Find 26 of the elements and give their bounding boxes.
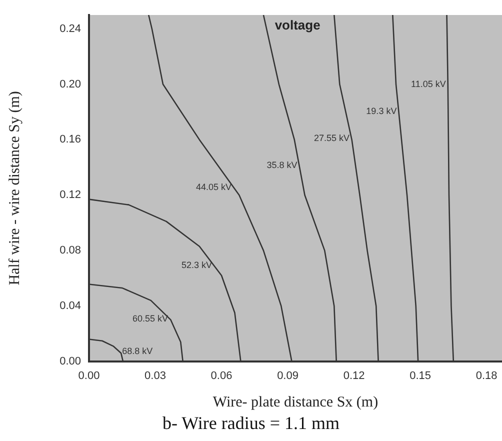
series-label: 35.8 kV bbox=[266, 160, 298, 170]
y-tick-label: 0.00 bbox=[60, 355, 81, 368]
y-axis-title: Half wire - wire distance Sy (m) bbox=[6, 91, 23, 286]
series-label: 52.3 kV bbox=[182, 260, 212, 270]
series-label: 44.05 kV bbox=[196, 182, 232, 192]
series-label: 11.05 kV bbox=[411, 78, 446, 89]
x-tick-label: 0.00 bbox=[78, 370, 100, 382]
y-tick-label: 0.04 bbox=[60, 300, 81, 312]
x-tick-label: 0.09 bbox=[277, 370, 298, 382]
series-label: 19.3 kV bbox=[366, 106, 397, 116]
x-tick-label: 0.18 bbox=[476, 370, 498, 382]
series-label: 27.55 kV bbox=[314, 132, 350, 143]
series-label: 60.55 kV bbox=[132, 314, 168, 324]
x-tick-label: 0.03 bbox=[144, 370, 166, 382]
y-tick-label: 0.12 bbox=[60, 189, 81, 202]
y-tick-label: 0.08 bbox=[60, 244, 81, 257]
annotation: voltage bbox=[274, 18, 320, 33]
series-label: 68.8 kV bbox=[122, 346, 153, 356]
y-tick-label: 0.24 bbox=[60, 22, 81, 35]
x-tick-label: 0.12 bbox=[343, 370, 365, 382]
x-tick-label: 0.15 bbox=[410, 370, 431, 382]
y-tick-label: 0.20 bbox=[60, 78, 81, 90]
x-axis-title: Wire- plate distance Sx (m) bbox=[212, 394, 378, 410]
x-tick-label: 0.06 bbox=[210, 370, 232, 382]
text: b- Wire radius = 1.1 mm bbox=[162, 412, 340, 433]
y-tick-label: 0.16 bbox=[60, 134, 81, 146]
